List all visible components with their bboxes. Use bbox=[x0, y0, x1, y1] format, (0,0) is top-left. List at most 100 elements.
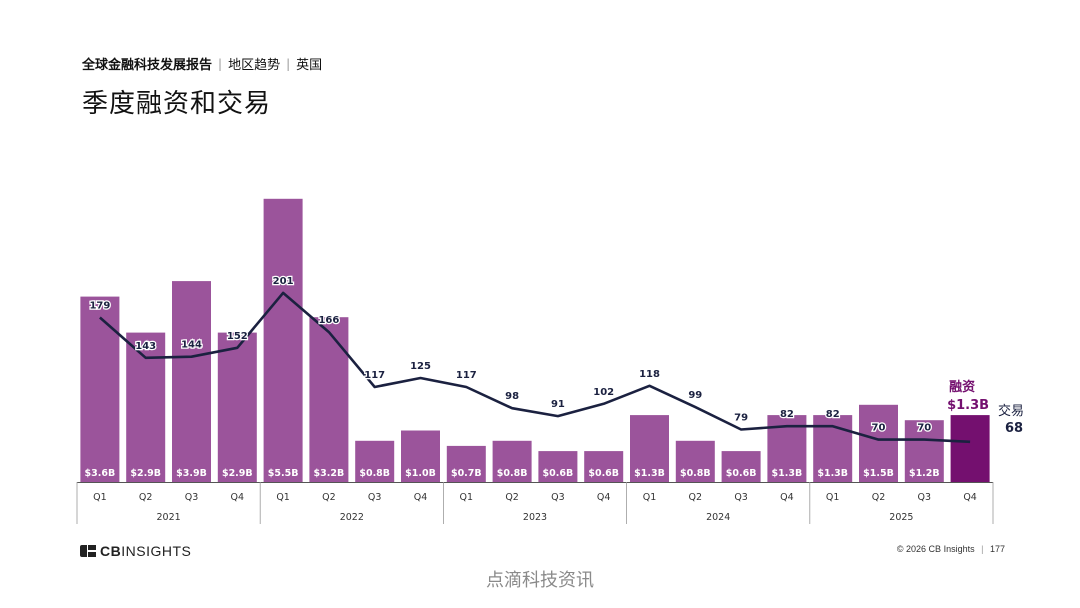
quarter-tick-label-12: Q1 bbox=[643, 492, 657, 503]
bar-5 bbox=[309, 317, 349, 482]
bar-18 bbox=[904, 420, 944, 482]
logo-suffix: INSIGHTS bbox=[121, 543, 192, 559]
bar-1 bbox=[126, 332, 166, 482]
bar-label-6: $0.8B bbox=[359, 468, 390, 479]
bar-label-18: $1.2B bbox=[909, 468, 940, 479]
bar-label-17: $1.5B bbox=[863, 468, 894, 479]
deal-label-5: 166 bbox=[318, 315, 339, 326]
watermark: 点滴科技资讯 bbox=[486, 570, 594, 591]
quarter-tick-label-9: Q2 bbox=[505, 492, 519, 503]
bar-11 bbox=[584, 451, 624, 482]
year-label-0: 2021 bbox=[157, 512, 181, 523]
quarter-tick-label-6: Q3 bbox=[368, 492, 382, 503]
bar-14 bbox=[721, 451, 761, 482]
bar-8 bbox=[446, 445, 486, 482]
bar-0 bbox=[80, 296, 120, 482]
quarter-tick-label-7: Q4 bbox=[414, 492, 428, 503]
bar-19 bbox=[950, 415, 990, 482]
quarter-tick-label-4: Q1 bbox=[276, 492, 290, 503]
bar-9 bbox=[492, 440, 532, 482]
quarter-tick-label-8: Q1 bbox=[460, 492, 474, 503]
header: 全球金融科技发展报告 | 地区趋势 | 英国 季度融资和交易 bbox=[82, 54, 322, 120]
deal-label-10: 91 bbox=[551, 399, 565, 410]
breadcrumb-separator: | bbox=[218, 56, 223, 71]
quarter-tick-label-3: Q4 bbox=[231, 492, 245, 503]
copyright-text: © 2026 CB Insights bbox=[896, 544, 975, 554]
quarter-tick-label-19: Q4 bbox=[963, 492, 977, 503]
logo-prefix: CB bbox=[100, 543, 122, 559]
quarter-tick-label-16: Q1 bbox=[826, 492, 840, 503]
callout-deals-value: 68 bbox=[1005, 421, 1023, 436]
quarter-tick-label-11: Q4 bbox=[597, 492, 611, 503]
year-label-1: 2022 bbox=[340, 512, 364, 523]
quarter-tick-label-15: Q4 bbox=[780, 492, 794, 503]
breadcrumb-region: 英国 bbox=[296, 58, 323, 73]
bar-7 bbox=[401, 430, 440, 482]
bar-label-1: $2.9B bbox=[130, 468, 161, 479]
deal-label-7: 125 bbox=[410, 361, 431, 372]
quarter-tick-label-1: Q2 bbox=[139, 492, 153, 503]
bar-label-0: $3.6B bbox=[85, 468, 116, 479]
quarter-tick-label-14: Q3 bbox=[734, 492, 748, 503]
bar-label-5: $3.2B bbox=[314, 468, 345, 479]
quarter-tick-label-5: Q2 bbox=[322, 492, 336, 503]
bar-13 bbox=[675, 440, 715, 482]
year-label-4: 2025 bbox=[889, 512, 913, 523]
deal-label-14: 79 bbox=[734, 413, 748, 424]
callout-funding-value: $1.3B bbox=[947, 398, 989, 413]
bar-label-2: $3.9B bbox=[176, 468, 207, 479]
breadcrumb-report: 全球金融科技发展报告 bbox=[82, 58, 213, 73]
deal-label-9: 98 bbox=[505, 391, 519, 402]
cb-insights-logo: CBINSIGHTS bbox=[80, 543, 191, 559]
bar-4 bbox=[263, 198, 303, 483]
deal-label-11: 102 bbox=[593, 387, 614, 398]
quarter-tick-label-0: Q1 bbox=[93, 492, 107, 503]
callout-deals-name: 交易 bbox=[998, 403, 1024, 419]
bar-label-11: $0.6B bbox=[588, 468, 619, 479]
copyright: © 2026 CB Insights | 177 bbox=[896, 544, 1005, 554]
breadcrumb-section: 地区趋势 bbox=[228, 58, 281, 73]
bar-6 bbox=[355, 440, 395, 482]
bar-label-10: $0.6B bbox=[543, 468, 574, 479]
bar-12 bbox=[630, 415, 669, 482]
breadcrumb-separator: | bbox=[286, 56, 291, 71]
deal-label-17: 70 bbox=[872, 423, 886, 434]
quarter-tick-label-10: Q3 bbox=[551, 492, 565, 503]
page-number: 177 bbox=[989, 544, 1005, 554]
bar-label-4: $5.5B bbox=[268, 468, 299, 479]
cb-logo-icon bbox=[80, 545, 96, 557]
deal-label-1: 143 bbox=[135, 341, 156, 352]
deal-label-6: 117 bbox=[364, 370, 385, 381]
deal-label-0: 179 bbox=[89, 301, 110, 312]
bar-label-13: $0.8B bbox=[680, 468, 711, 479]
bar-label-14: $0.6B bbox=[726, 468, 757, 479]
bar-label-3: $2.9B bbox=[222, 468, 253, 479]
deal-label-15: 82 bbox=[780, 409, 794, 420]
deal-label-13: 99 bbox=[688, 390, 702, 401]
bar-17 bbox=[859, 404, 898, 483]
year-label-3: 2024 bbox=[706, 512, 730, 523]
bar-label-15: $1.3B bbox=[772, 468, 803, 479]
bar-label-12: $1.3B bbox=[634, 468, 665, 479]
bar-label-7: $1.0B bbox=[405, 468, 436, 479]
deal-label-16: 82 bbox=[826, 409, 840, 420]
quarter-tick-label-2: Q3 bbox=[185, 492, 199, 503]
bar-10 bbox=[538, 451, 578, 482]
breadcrumb: 全球金融科技发展报告 | 地区趋势 | 英国 bbox=[82, 54, 323, 74]
bar-label-9: $0.8B bbox=[497, 468, 528, 479]
deal-label-2: 144 bbox=[181, 340, 202, 351]
quarter-tick-label-13: Q2 bbox=[689, 492, 703, 503]
callout-funding-name: 融资 bbox=[949, 379, 975, 395]
bar-2 bbox=[172, 281, 211, 482]
deal-label-3: 152 bbox=[227, 331, 248, 342]
year-label-2: 2023 bbox=[523, 512, 547, 523]
deal-label-18: 70 bbox=[917, 423, 931, 434]
deal-label-12: 118 bbox=[639, 369, 660, 380]
deals-line bbox=[99, 291, 971, 444]
quarter-tick-label-18: Q3 bbox=[918, 492, 932, 503]
deal-label-4: 201 bbox=[273, 276, 294, 287]
page-title: 季度融资和交易 bbox=[82, 89, 272, 119]
bar-3 bbox=[217, 332, 257, 482]
